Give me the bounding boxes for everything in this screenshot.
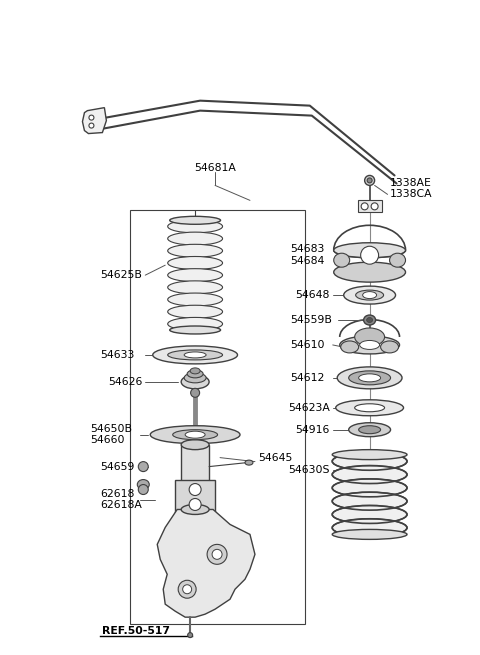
Ellipse shape: [332, 466, 407, 483]
Bar: [181, 445, 209, 510]
Ellipse shape: [185, 431, 205, 438]
Ellipse shape: [168, 281, 223, 294]
Ellipse shape: [341, 341, 359, 353]
Ellipse shape: [371, 203, 378, 210]
Ellipse shape: [359, 426, 381, 434]
Bar: [358, 200, 382, 212]
Ellipse shape: [89, 123, 94, 128]
Bar: [175, 479, 215, 514]
Ellipse shape: [189, 498, 201, 510]
Ellipse shape: [168, 305, 223, 318]
Text: 54612: 54612: [290, 373, 324, 383]
Ellipse shape: [184, 352, 206, 358]
Ellipse shape: [184, 373, 206, 383]
Ellipse shape: [340, 336, 399, 354]
Ellipse shape: [348, 422, 391, 437]
Text: 54633: 54633: [100, 350, 135, 360]
Polygon shape: [83, 107, 107, 134]
Ellipse shape: [212, 550, 222, 559]
Text: 54648: 54648: [295, 290, 329, 300]
Text: 54559B: 54559B: [290, 315, 332, 325]
Text: 54681A: 54681A: [194, 164, 236, 174]
Ellipse shape: [168, 318, 223, 330]
Ellipse shape: [168, 269, 223, 282]
Ellipse shape: [168, 220, 223, 233]
Text: 54610: 54610: [290, 340, 324, 350]
Ellipse shape: [137, 479, 149, 489]
Text: 54626: 54626: [108, 377, 143, 387]
Ellipse shape: [332, 453, 407, 470]
Text: 54645: 54645: [258, 453, 292, 462]
Polygon shape: [157, 510, 255, 617]
Ellipse shape: [181, 375, 209, 389]
Ellipse shape: [191, 388, 200, 398]
Ellipse shape: [188, 633, 192, 637]
Ellipse shape: [355, 403, 384, 412]
Ellipse shape: [89, 115, 94, 120]
Ellipse shape: [367, 318, 372, 322]
Ellipse shape: [168, 244, 223, 257]
Text: 54916: 54916: [295, 424, 329, 435]
Ellipse shape: [138, 462, 148, 472]
Ellipse shape: [207, 544, 227, 565]
Ellipse shape: [364, 315, 376, 325]
Ellipse shape: [332, 492, 407, 510]
Ellipse shape: [363, 291, 377, 299]
Ellipse shape: [332, 529, 407, 539]
Ellipse shape: [168, 232, 223, 245]
Ellipse shape: [168, 257, 223, 269]
Ellipse shape: [337, 367, 402, 389]
Ellipse shape: [336, 400, 404, 416]
Ellipse shape: [332, 519, 407, 536]
Text: 62618
62618A: 62618 62618A: [100, 489, 142, 510]
Ellipse shape: [334, 262, 406, 282]
Bar: [130, 210, 305, 624]
Text: 54683
54684: 54683 54684: [290, 244, 324, 266]
Ellipse shape: [181, 440, 209, 449]
Ellipse shape: [334, 243, 406, 257]
Ellipse shape: [150, 426, 240, 443]
Ellipse shape: [189, 483, 201, 496]
Ellipse shape: [170, 326, 220, 334]
Ellipse shape: [332, 506, 407, 523]
Ellipse shape: [178, 580, 196, 598]
Ellipse shape: [367, 178, 372, 183]
Ellipse shape: [181, 504, 209, 514]
Ellipse shape: [360, 246, 379, 264]
Ellipse shape: [168, 293, 223, 306]
Ellipse shape: [334, 253, 350, 267]
Ellipse shape: [359, 374, 381, 382]
Ellipse shape: [355, 328, 384, 346]
Ellipse shape: [365, 176, 374, 185]
Ellipse shape: [190, 368, 200, 374]
Ellipse shape: [361, 203, 368, 210]
Ellipse shape: [168, 350, 223, 360]
Ellipse shape: [381, 341, 398, 353]
Ellipse shape: [173, 430, 217, 440]
Ellipse shape: [170, 216, 220, 224]
Ellipse shape: [187, 370, 203, 378]
Ellipse shape: [356, 290, 384, 300]
Text: 54659: 54659: [100, 462, 135, 472]
Ellipse shape: [138, 485, 148, 495]
Text: 54625B: 54625B: [100, 270, 142, 280]
Text: 1338AE
1338CA: 1338AE 1338CA: [390, 178, 432, 199]
Text: 54630S: 54630S: [288, 464, 329, 475]
Ellipse shape: [245, 460, 253, 465]
Ellipse shape: [183, 585, 192, 593]
Ellipse shape: [360, 341, 380, 349]
Ellipse shape: [390, 253, 406, 267]
Ellipse shape: [332, 449, 407, 460]
Text: 54623A: 54623A: [288, 403, 330, 413]
Text: 54650B
54660: 54650B 54660: [90, 424, 132, 445]
Ellipse shape: [332, 479, 407, 497]
Text: REF.50-517: REF.50-517: [102, 626, 170, 636]
Ellipse shape: [153, 346, 238, 364]
Ellipse shape: [348, 371, 391, 385]
Ellipse shape: [344, 286, 396, 304]
